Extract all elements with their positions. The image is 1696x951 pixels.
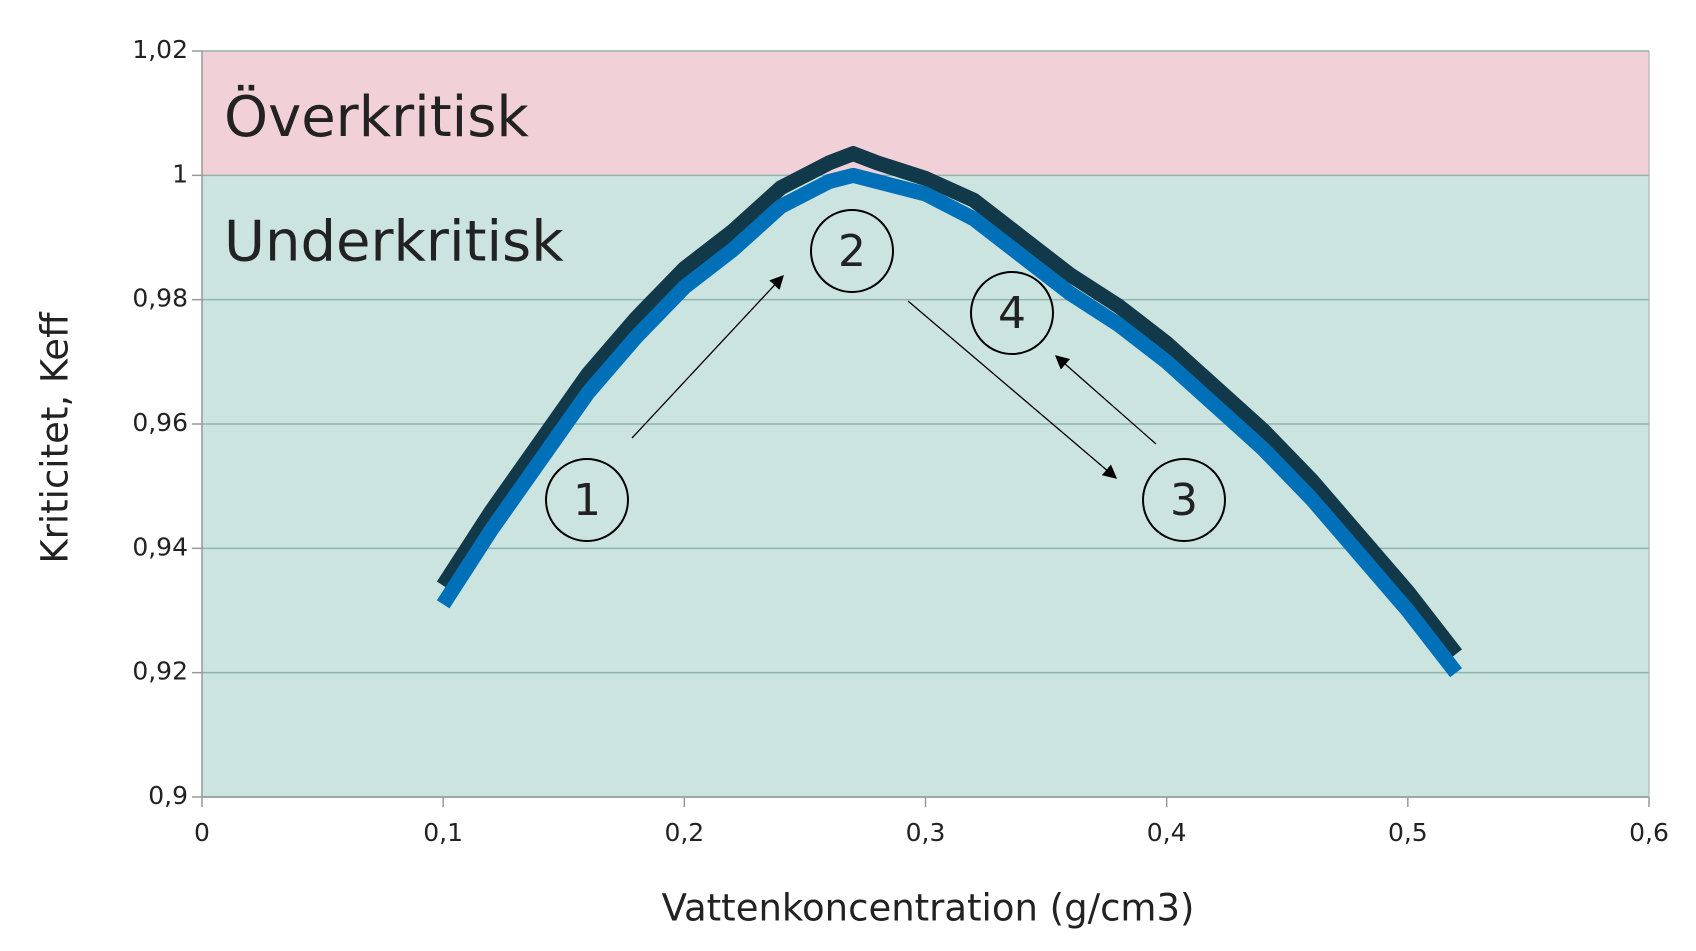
y-tick-label: 0,96 <box>132 408 188 437</box>
annotation-label: 1 <box>573 475 601 526</box>
annotation-circle <box>970 271 1054 355</box>
lines <box>436 146 1462 678</box>
region-label: Överkritisk <box>224 85 529 150</box>
x-tick-label: 0,3 <box>906 818 946 847</box>
series-line <box>436 167 1462 678</box>
x-tick-label: 0,4 <box>1147 818 1187 847</box>
x-tick-label: 0,6 <box>1629 818 1669 847</box>
annotation-label: 4 <box>998 288 1026 339</box>
y-axis-title: Kriticitet, Keff <box>34 311 77 564</box>
x-axis-title: Vattenkoncentration (g/cm3) <box>662 887 1195 930</box>
y-tick-label: 0,94 <box>132 532 188 561</box>
arrow <box>907 300 1118 479</box>
y-tick-label: 1 <box>172 159 188 188</box>
arrow <box>1054 355 1157 445</box>
series-line <box>436 146 1462 659</box>
annotation-label: 2 <box>838 226 866 277</box>
region <box>202 51 1649 176</box>
x-tick-label: 0 <box>194 818 210 847</box>
regions: Överkritisk Underkritisk <box>202 51 1649 798</box>
annotations: 1 2 3 4 <box>545 209 1226 542</box>
annotation-circle <box>1142 458 1226 542</box>
x-tick-label: 0,5 <box>1388 818 1428 847</box>
y-tick-label: 0,98 <box>132 284 188 313</box>
annotation-circle <box>545 458 629 542</box>
region-label: Underkritisk <box>224 209 564 274</box>
y-tick-label: 0,9 <box>148 781 188 810</box>
annotation-circle <box>810 209 894 293</box>
annotation-label: 3 <box>1170 475 1198 526</box>
x-tick-label: 0,2 <box>664 818 704 847</box>
arrow <box>631 274 784 439</box>
x-tick-label: 0,1 <box>423 818 463 847</box>
region <box>202 175 1649 798</box>
grid: 0,9 0,92 0,94 0,96 0,98 1 1,02 0 0,1 0,2 0,3 0,4 0,5… <box>132 35 1669 847</box>
y-tick-label: 1,02 <box>132 35 188 64</box>
y-tick-label: 0,92 <box>132 657 188 686</box>
